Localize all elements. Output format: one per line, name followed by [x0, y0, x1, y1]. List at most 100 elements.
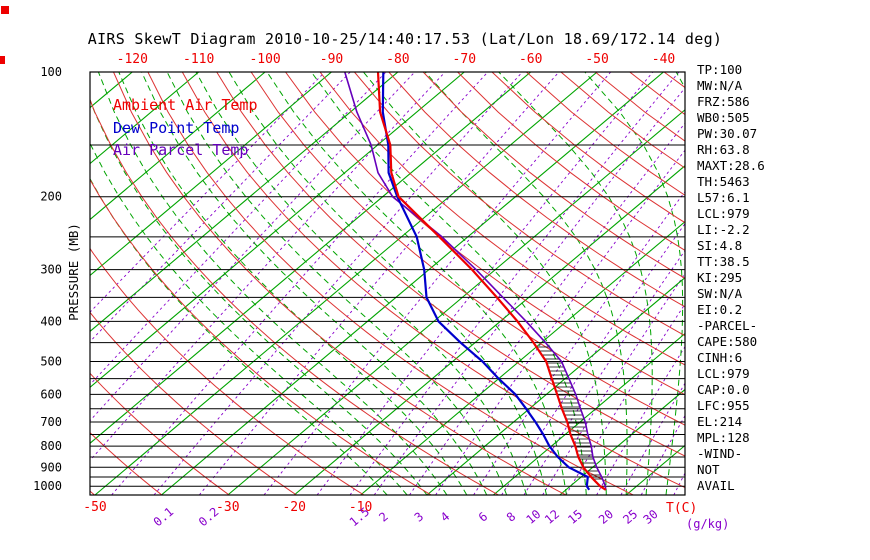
stat-line: LCL:979 — [697, 366, 750, 381]
stat-line: LCL:979 — [697, 206, 750, 221]
screen-artifact-mark — [0, 56, 5, 64]
top-axis-tick-label: -110 — [183, 52, 214, 67]
mixing-ratio-line — [523, 249, 685, 495]
plot-border — [89, 71, 686, 496]
mixing-unit-label: (g/kg) — [686, 517, 729, 531]
mixing-ratio-line — [90, 72, 351, 343]
mixing-ratio-label: 20 — [596, 507, 616, 527]
stat-line: EL:214 — [697, 414, 743, 429]
stat-line: TT:38.5 — [697, 254, 750, 269]
legend-entry-ambient-air-temp: Ambient Air Temp — [113, 96, 258, 114]
dry-adiabat-line — [147, 72, 634, 495]
mixing-ratio-label: 0.1 — [151, 505, 177, 530]
temp-unit-label: T(C) — [666, 501, 697, 516]
pressure-tick-label: 500 — [40, 355, 62, 369]
dry-adiabat-line — [181, 72, 685, 489]
bottom-axis-tick-label: -50 — [83, 500, 106, 515]
stat-line: PW:30.07 — [697, 126, 758, 141]
mixing-ratio-line — [435, 149, 685, 495]
top-axis-tick-label: -120 — [117, 52, 148, 67]
isotherm-line — [90, 72, 465, 389]
stat-line: CAP:0.0 — [697, 382, 750, 397]
isotherm-line — [493, 332, 685, 495]
moist-adiabat-line — [90, 98, 428, 495]
isotherm-line — [94, 72, 598, 495]
ambient-temp-curve — [376, 72, 607, 491]
stat-line: MW:N/A — [697, 78, 743, 93]
dew-point-curve — [381, 72, 591, 491]
pressure-tick-label: 1000 — [33, 479, 62, 493]
dry-adiabat-line — [90, 372, 230, 495]
dry-adiabat-line — [90, 247, 365, 495]
moist-adiabat-line — [584, 72, 684, 495]
moist-adiabat-line — [90, 142, 408, 495]
mixing-ratio-line — [409, 122, 685, 495]
stat-line: RH:63.8 — [697, 142, 750, 157]
moist-adiabat-line — [141, 72, 488, 495]
dry-adiabat-line — [250, 72, 685, 426]
mixing-ratio-line — [473, 190, 685, 495]
pressure-tick-label: 100 — [40, 65, 62, 79]
stat-line: AVAIL — [697, 478, 735, 493]
moist-adiabat-line — [363, 72, 607, 495]
stat-line: MPL:128 — [697, 430, 750, 445]
mixing-ratio-label: 15 — [565, 507, 585, 527]
top-axis-tick-label: -70 — [453, 52, 476, 67]
legend-entry-dew-point-temp: Dew Point Temp — [113, 118, 240, 137]
dry-adiabat-line — [90, 178, 432, 495]
stat-line: LI:-2.2 — [697, 222, 750, 237]
top-axis-tick-label: -40 — [652, 52, 675, 67]
mixing-ratio-line — [596, 345, 685, 495]
top-axis-tick-label: -60 — [519, 52, 542, 67]
top-axis-tick-label: -80 — [386, 52, 409, 67]
mixing-ratio-label: 12 — [542, 507, 562, 527]
moist-adiabat-line — [166, 72, 508, 495]
isotherm-line — [559, 388, 685, 495]
mixing-ratio-label: 3 — [412, 509, 427, 524]
dry-adiabat-line — [422, 72, 685, 279]
stat-line: WB0:505 — [697, 110, 750, 125]
mixing-ratio-label: 6 — [476, 509, 491, 524]
pressure-tick-label: 700 — [40, 415, 62, 429]
mixing-ratio-label: 25 — [620, 507, 640, 527]
legend-entry-air-parcel-temp: Air Parcel Temp — [113, 141, 249, 159]
stat-line: LFC:955 — [697, 398, 750, 413]
moist-adiabat-line — [228, 72, 547, 495]
pressure-tick-label: 300 — [40, 263, 62, 277]
isotherm-line — [90, 72, 399, 333]
bottom-axis-tick-label: -20 — [282, 500, 305, 515]
mixing-ratio-line — [111, 72, 489, 495]
mixing-ratio-line — [263, 72, 612, 495]
stat-line: SW:N/A — [697, 286, 743, 301]
mixing-ratio-line — [373, 87, 685, 495]
stat-line: NOT — [697, 462, 720, 477]
isotherm-line — [161, 72, 664, 495]
mixing-ratio-label: 30 — [641, 507, 661, 527]
moist-adiabat-line — [195, 72, 528, 495]
stat-line: SI:4.8 — [697, 238, 743, 253]
isotherm-line — [90, 72, 532, 444]
stat-line: EI:0.2 — [697, 302, 743, 317]
pressure-tick-label: 400 — [40, 314, 62, 328]
pressure-tick-label: 900 — [40, 460, 62, 474]
isotherm-line — [90, 72, 200, 165]
stat-line: KI:295 — [697, 270, 743, 285]
stat-line: CINH:6 — [697, 350, 743, 365]
stat-line: MAXT:28.6 — [697, 158, 765, 173]
isotherm-line — [293, 165, 685, 495]
top-axis-tick-label: -90 — [320, 52, 343, 67]
moist-adiabat-line — [498, 72, 653, 495]
stat-line: TP:100 — [697, 62, 743, 77]
pressure-tick-label: 600 — [40, 387, 62, 401]
bottom-axis-tick-label: -10 — [349, 500, 372, 515]
stats-panel: TP:100 MW:N/A FRZ:586 WB0:505 PW:30.07 RH:63.… — [697, 62, 765, 494]
stat-line: -PARCEL- — [697, 318, 758, 333]
top-axis-tick-label: -100 — [249, 52, 280, 67]
top-axis-tick-label: -50 — [585, 52, 608, 67]
dry-adiabat-line — [319, 72, 685, 366]
isotherm-line — [90, 72, 332, 277]
dry-adiabat-line — [90, 98, 499, 495]
parcel-temp-curve — [344, 72, 607, 490]
dry-adiabat-line — [388, 72, 685, 308]
